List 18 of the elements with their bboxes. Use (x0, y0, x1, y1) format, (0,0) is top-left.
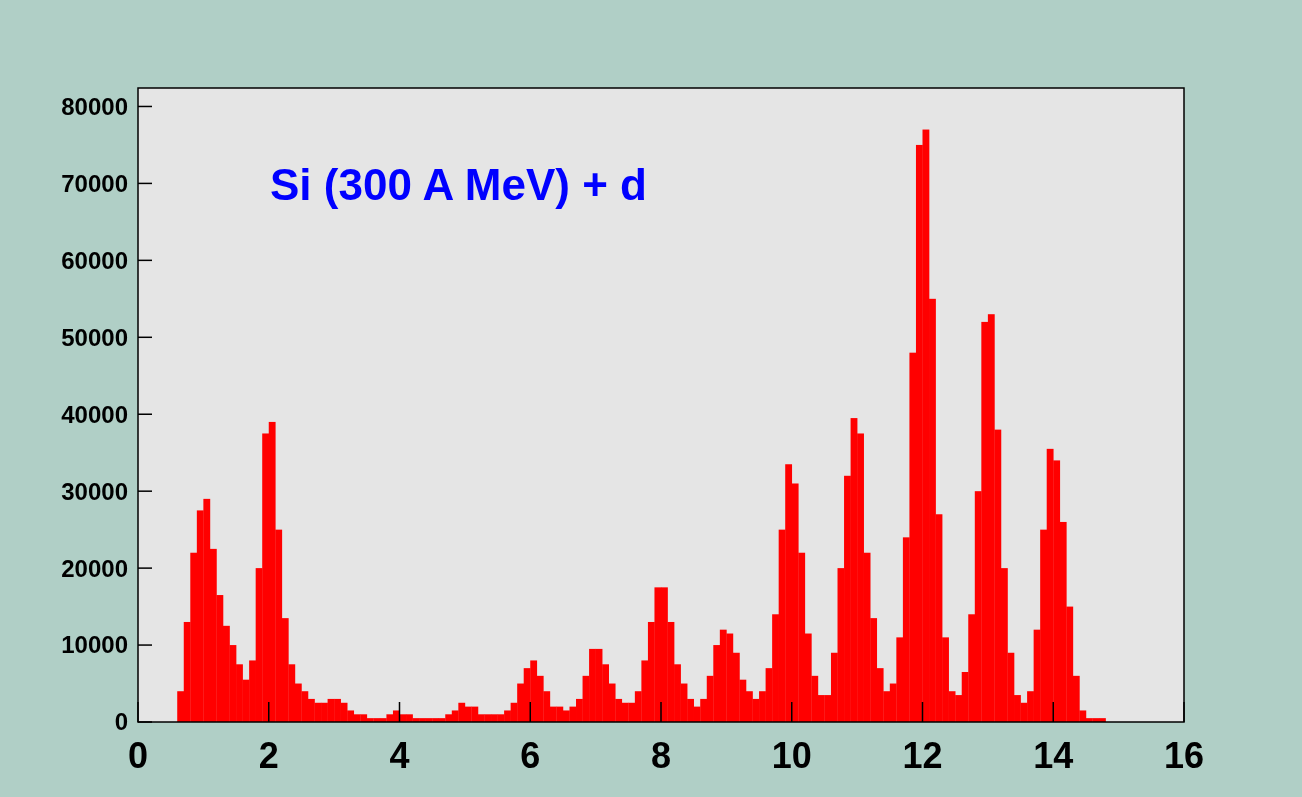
x-tick-label: 12 (902, 735, 943, 776)
y-tick-label: 60000 (61, 246, 128, 274)
x-tick-label: 10 (771, 735, 812, 776)
x-tick-label: 6 (520, 735, 541, 776)
y-tick-label: 80000 (61, 92, 128, 120)
x-tick-label: 2 (258, 735, 279, 776)
x-tick-label: 14 (1033, 735, 1074, 776)
x-tick-label: 4 (389, 735, 410, 776)
y-tick-label: 10000 (61, 631, 128, 659)
x-tick-label: 8 (650, 735, 672, 776)
text: Si (300 A MeV) + d (270, 160, 647, 209)
y-tick-label: 0 (114, 708, 128, 736)
x-tick-label: 16 (1163, 735, 1205, 776)
y-tick-label: 20000 (61, 554, 128, 582)
y-tick-label: 50000 (61, 323, 128, 351)
y-tick-label: 70000 (61, 169, 128, 197)
y-tick-label: 40000 (61, 400, 128, 428)
y-tick-label: 30000 (61, 477, 128, 505)
